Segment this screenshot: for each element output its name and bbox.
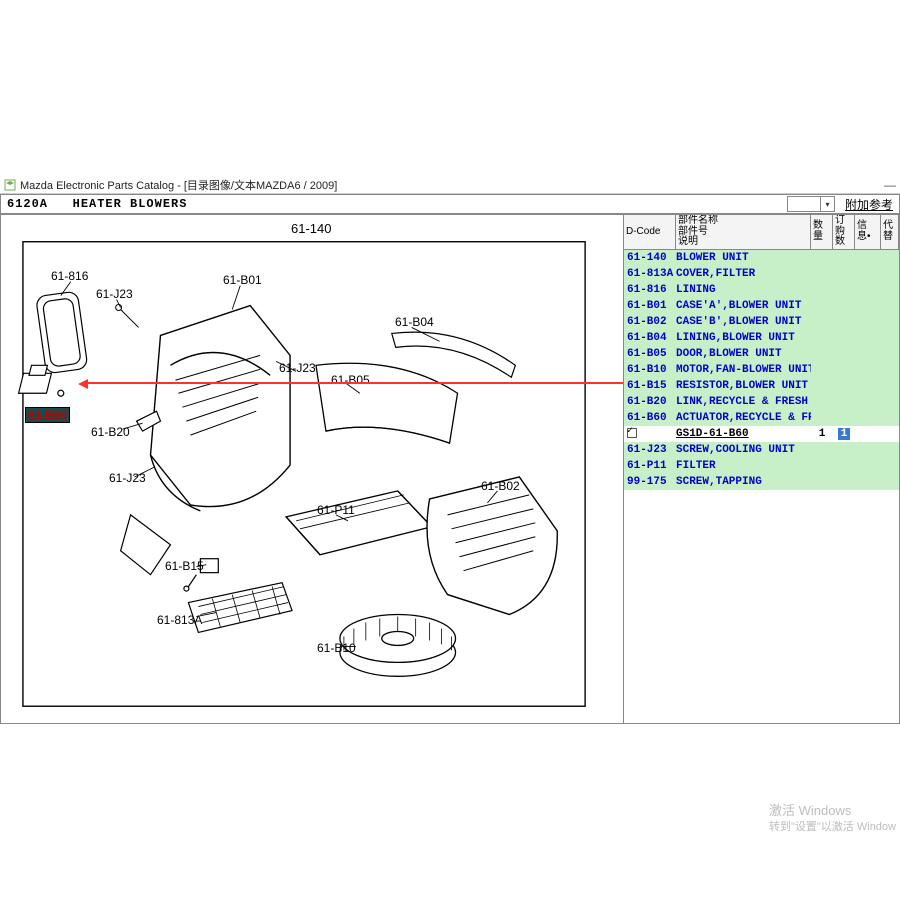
diagram-callout: 61-J23 (96, 287, 133, 301)
row-part-name: FILTER (676, 460, 811, 472)
parts-table-row[interactable]: 61-816LINING (624, 282, 899, 298)
col-header-sub[interactable]: 代 替 (881, 215, 899, 249)
row-dcode: 61-816 (624, 284, 676, 296)
col-header-order-qty[interactable]: 订 购 数 (833, 215, 855, 249)
app-icon (4, 179, 16, 191)
row-dcode: 61-B10 (624, 364, 676, 376)
section-code-label: 6120A HEATER BLOWERS (1, 197, 193, 211)
parts-table-row[interactable]: 61-B05DOOR,BLOWER UNIT (624, 346, 899, 362)
row-part-name: BLOWER UNIT (676, 252, 811, 264)
parts-table-body[interactable]: 61-140BLOWER UNIT61-813ACOVER,FILTER61-8… (624, 250, 899, 724)
chevron-down-icon: ▾ (820, 197, 834, 211)
diagram-callout: 61-B15 (165, 559, 204, 573)
row-dcode: 61-140 (624, 252, 676, 264)
row-part-name: LINK,RECYCLE & FRESH (676, 396, 811, 408)
row-dcode: 61-B05 (624, 348, 676, 360)
row-part-name: ACTUATOR,RECYCLE & FRESH (676, 412, 811, 424)
parts-table-row[interactable]: 61-B15RESISTOR,BLOWER UNIT (624, 378, 899, 394)
windows-activation-watermark: 激活 Windows 转到"设置"以激活 Window (769, 803, 896, 834)
row-part-name: LINING (676, 284, 811, 296)
parts-table-row[interactable]: 61-B02CASE'B',BLOWER UNIT (624, 314, 899, 330)
diagram-callout: 61-B01 (223, 273, 262, 287)
window-control-group: — (884, 178, 896, 192)
row-part-name: COVER,FILTER (676, 268, 811, 280)
app-window: Mazda Electronic Parts Catalog - [目录图像/文… (0, 176, 900, 724)
col-header-name[interactable]: 部件名称 部件号 说明 (676, 215, 811, 249)
row-dcode: 61-B20 (624, 396, 676, 408)
row-part-name: RESISTOR,BLOWER UNIT (676, 380, 811, 392)
diagram-callout-highlighted: 61-B60 (25, 407, 70, 423)
row-dcode: 61-B15 (624, 380, 676, 392)
diagram-callout: 61-816 (51, 269, 88, 283)
diagram-callout: 61-B04 (395, 315, 434, 329)
row-part-name: GS1D-61-B60 (676, 428, 811, 440)
diagram-callout: 61-B20 (91, 425, 130, 439)
row-dcode: 61-B02 (624, 316, 676, 328)
diagram-callout: 61-B02 (481, 479, 520, 493)
row-part-name: CASE'A',BLOWER UNIT (676, 300, 811, 312)
col-header-info[interactable]: 信 息• (855, 215, 881, 249)
parts-table-row[interactable]: 61-813ACOVER,FILTER (624, 266, 899, 282)
parts-table-row[interactable]: 61-B04LINING,BLOWER UNIT (624, 330, 899, 346)
pointer-arrow (83, 382, 623, 384)
diagram-callout: 61-B10 (317, 641, 356, 655)
parts-table-row[interactable]: 61-B60ACTUATOR,RECYCLE & FRESH (624, 410, 899, 426)
exploded-diagram-svg (1, 215, 623, 723)
diagram-callout: 61-813A (157, 613, 202, 627)
diagram-callout: 61-B05 (331, 373, 370, 387)
diagram-callout: 61-J23 (109, 471, 146, 485)
additional-reference-link[interactable]: 附加参考 (839, 196, 899, 213)
row-part-name: LINING,BLOWER UNIT (676, 332, 811, 344)
row-order-qty: 1 (833, 428, 855, 440)
row-dcode (624, 427, 676, 441)
row-part-name: MOTOR,FAN-BLOWER UNIT (676, 364, 811, 376)
parts-list-pane: D-Code 部件名称 部件号 说明 数 量 订 购 数 信 息• 代 替 61… (624, 214, 900, 724)
parts-table-row[interactable]: 61-B20LINK,RECYCLE & FRESH (624, 394, 899, 410)
row-dcode: 61-B01 (624, 300, 676, 312)
row-dcode: 61-J23 (624, 444, 676, 456)
parts-table-row[interactable]: GS1D-61-B6011 (624, 426, 899, 442)
row-dcode: 61-813A (624, 268, 676, 280)
col-header-dcode[interactable]: D-Code (624, 215, 676, 249)
row-checkbox[interactable] (627, 428, 637, 438)
row-part-name: CASE'B',BLOWER UNIT (676, 316, 811, 328)
col-header-qty[interactable]: 数 量 (811, 215, 833, 249)
parts-table-header: D-Code 部件名称 部件号 说明 数 量 订 购 数 信 息• 代 替 (624, 215, 899, 250)
window-minimize-button[interactable]: — (884, 178, 896, 192)
diagram-title-callout: 61-140 (291, 221, 331, 236)
row-qty: 1 (811, 428, 833, 440)
parts-table-row[interactable]: 61-P11FILTER (624, 458, 899, 474)
exploded-diagram-pane[interactable]: 61-140 (0, 214, 624, 724)
parts-table-row[interactable]: 61-B10MOTOR,FAN-BLOWER UNIT (624, 362, 899, 378)
row-dcode: 61-B60 (624, 412, 676, 424)
section-dropdown[interactable]: ▾ (787, 196, 835, 212)
diagram-callout: 61-J23 (279, 361, 316, 375)
diagram-callout: 61-P11 (317, 503, 355, 517)
parts-table-row[interactable]: 99-175SCREW,TAPPING (624, 474, 899, 490)
row-part-name: DOOR,BLOWER UNIT (676, 348, 811, 360)
section-header-bar: 6120A HEATER BLOWERS ▾ 附加参考 (0, 194, 900, 214)
row-dcode: 61-B04 (624, 332, 676, 344)
window-title-text: Mazda Electronic Parts Catalog - [目录图像/文… (20, 177, 337, 193)
parts-table-row[interactable]: 61-B01CASE'A',BLOWER UNIT (624, 298, 899, 314)
window-titlebar: Mazda Electronic Parts Catalog - [目录图像/文… (0, 176, 900, 194)
row-dcode: 99-175 (624, 476, 676, 488)
row-part-name: SCREW,COOLING UNIT (676, 444, 811, 456)
row-part-name: SCREW,TAPPING (676, 476, 811, 488)
parts-table-row[interactable]: 61-140BLOWER UNIT (624, 250, 899, 266)
row-dcode: 61-P11 (624, 460, 676, 472)
parts-table-row[interactable]: 61-J23SCREW,COOLING UNIT (624, 442, 899, 458)
